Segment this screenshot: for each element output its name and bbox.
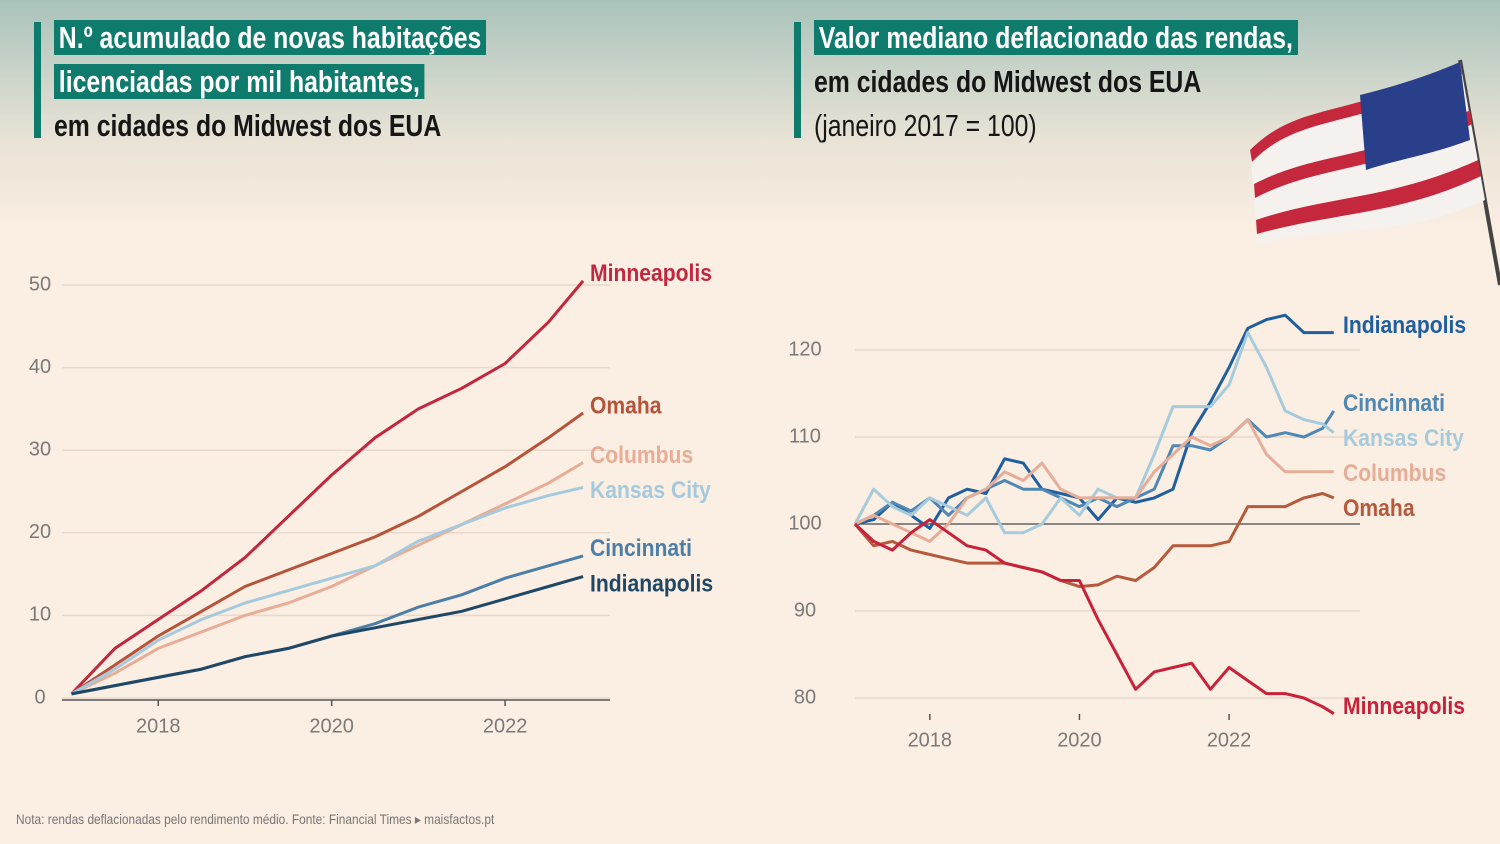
x-tick-label: 2020 [1057, 729, 1102, 751]
y-tick-label: 40 [29, 356, 51, 378]
legend-label: Columbus [590, 442, 693, 469]
legend-label: Indianapolis [590, 570, 713, 597]
chart-subtitle: em cidades do Midwest dos EUA [54, 108, 442, 143]
title-block: Valor mediano deflacionado das rendas, e… [814, 16, 1374, 148]
y-tick-label: 0 [34, 686, 45, 708]
legend-label: Cincinnati [1343, 390, 1445, 417]
y-tick-label: 50 [29, 273, 51, 295]
series-line [70, 485, 584, 696]
legend-label: Kansas City [1343, 425, 1464, 452]
title-block: N.º acumulado de novas habitações licenc… [54, 16, 518, 148]
x-tick-label: 2018 [136, 715, 181, 737]
y-tick-label: 90 [794, 599, 816, 621]
legend-label: Indianapolis [1343, 312, 1466, 339]
footer-note: Nota: rendas deflacionadas pelo rendimen… [16, 811, 495, 827]
series-line [70, 461, 584, 696]
unit-label: (janeiro 2017 = 100) [814, 108, 1037, 143]
y-tick-label: 10 [29, 604, 51, 626]
flag [1250, 59, 1500, 286]
legend-label: Cincinnati [590, 535, 692, 562]
series-line [854, 418, 1334, 543]
chart-title: Valor mediano deflacionado das rendas, [814, 20, 1298, 55]
y-tick-label: 120 [788, 338, 821, 360]
series-line [853, 518, 1335, 715]
series-line [70, 279, 585, 695]
legend-label: Minneapolis [1343, 693, 1465, 720]
x-tick-label: 2020 [309, 715, 354, 737]
y-tick-label: 80 [794, 686, 816, 708]
y-tick-label: 110 [789, 425, 821, 447]
series-line [853, 492, 1335, 589]
series-line [853, 331, 1335, 535]
x-tick-label: 2018 [908, 729, 953, 751]
series-line [71, 575, 584, 696]
series-line [854, 313, 1334, 530]
y-tick-label: 30 [29, 438, 51, 460]
legend-label: Columbus [1343, 460, 1446, 487]
series-line [70, 411, 584, 696]
x-tick-label: 2022 [1207, 729, 1252, 751]
chart-subtitle: em cidades do Midwest dos EUA [814, 64, 1202, 99]
legend-label: Minneapolis [590, 260, 712, 287]
legend-label: Kansas City [590, 477, 711, 504]
y-tick-label: 100 [788, 512, 821, 534]
y-tick-label: 20 [29, 521, 51, 543]
legend-label: Omaha [1343, 495, 1415, 522]
x-tick-label: 2022 [483, 715, 528, 737]
title-bar [34, 22, 41, 138]
legend-label: Omaha [590, 392, 662, 419]
title-bar [794, 22, 801, 138]
